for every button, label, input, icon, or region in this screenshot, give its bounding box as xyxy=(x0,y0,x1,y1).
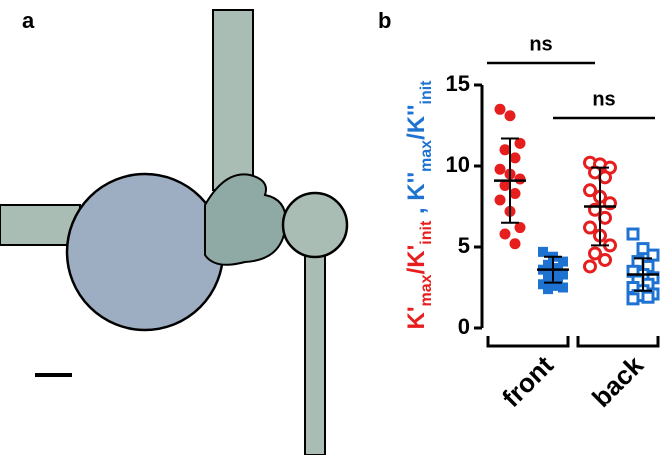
y-label-part: , xyxy=(403,201,430,221)
point xyxy=(600,254,611,265)
point xyxy=(515,138,526,149)
point xyxy=(628,229,638,239)
y-label-part: /K' xyxy=(403,245,430,275)
point xyxy=(643,292,653,302)
y-tick-label: 10 xyxy=(446,152,470,177)
point xyxy=(515,173,526,184)
point xyxy=(515,222,526,233)
panel-label: a xyxy=(22,8,35,33)
point xyxy=(500,144,511,155)
category-bracket xyxy=(578,336,658,346)
x-tick-label: back xyxy=(586,350,649,413)
point xyxy=(543,284,553,294)
sample xyxy=(205,174,286,264)
point xyxy=(628,294,638,304)
page: {"panel_a": {"label": "a"}, "chart_data"… xyxy=(0,0,661,455)
category-bracket xyxy=(488,336,568,346)
significance-label: ns xyxy=(529,33,552,55)
point xyxy=(510,152,521,163)
point xyxy=(495,195,506,206)
illustration xyxy=(0,10,347,455)
significance-label: ns xyxy=(592,88,615,110)
point xyxy=(585,261,596,272)
x-tick-label: front xyxy=(496,350,559,413)
point xyxy=(558,283,568,293)
y-label-part: max xyxy=(418,274,435,306)
y-tick-label: 0 xyxy=(458,314,470,339)
point xyxy=(505,110,516,121)
panel-label: b xyxy=(378,8,391,33)
large-bead xyxy=(67,174,223,330)
y-axis-label: K'max/K'init , K''max/K''init xyxy=(403,80,434,330)
figure: a b K'max/K'init , K''max/K''init 051015… xyxy=(0,0,661,455)
top-pipette xyxy=(213,10,253,190)
point xyxy=(510,238,521,249)
point xyxy=(495,164,506,175)
y-label-part: K' xyxy=(403,306,430,329)
y-tick-label: 5 xyxy=(458,233,470,258)
y-tick-label: 15 xyxy=(446,71,470,96)
point xyxy=(600,212,611,223)
y-label-part: K'' xyxy=(403,172,430,201)
point xyxy=(510,188,521,199)
point xyxy=(495,104,506,115)
y-label-part: /K'' xyxy=(403,104,430,139)
point xyxy=(538,247,548,257)
small-bead xyxy=(283,193,347,257)
bottom-probe xyxy=(305,235,325,455)
point xyxy=(500,229,511,240)
y-label-part: init xyxy=(418,220,435,245)
y-label-part: max xyxy=(418,140,435,172)
point xyxy=(585,222,596,233)
point xyxy=(600,172,611,183)
y-label-part: init xyxy=(418,80,435,105)
